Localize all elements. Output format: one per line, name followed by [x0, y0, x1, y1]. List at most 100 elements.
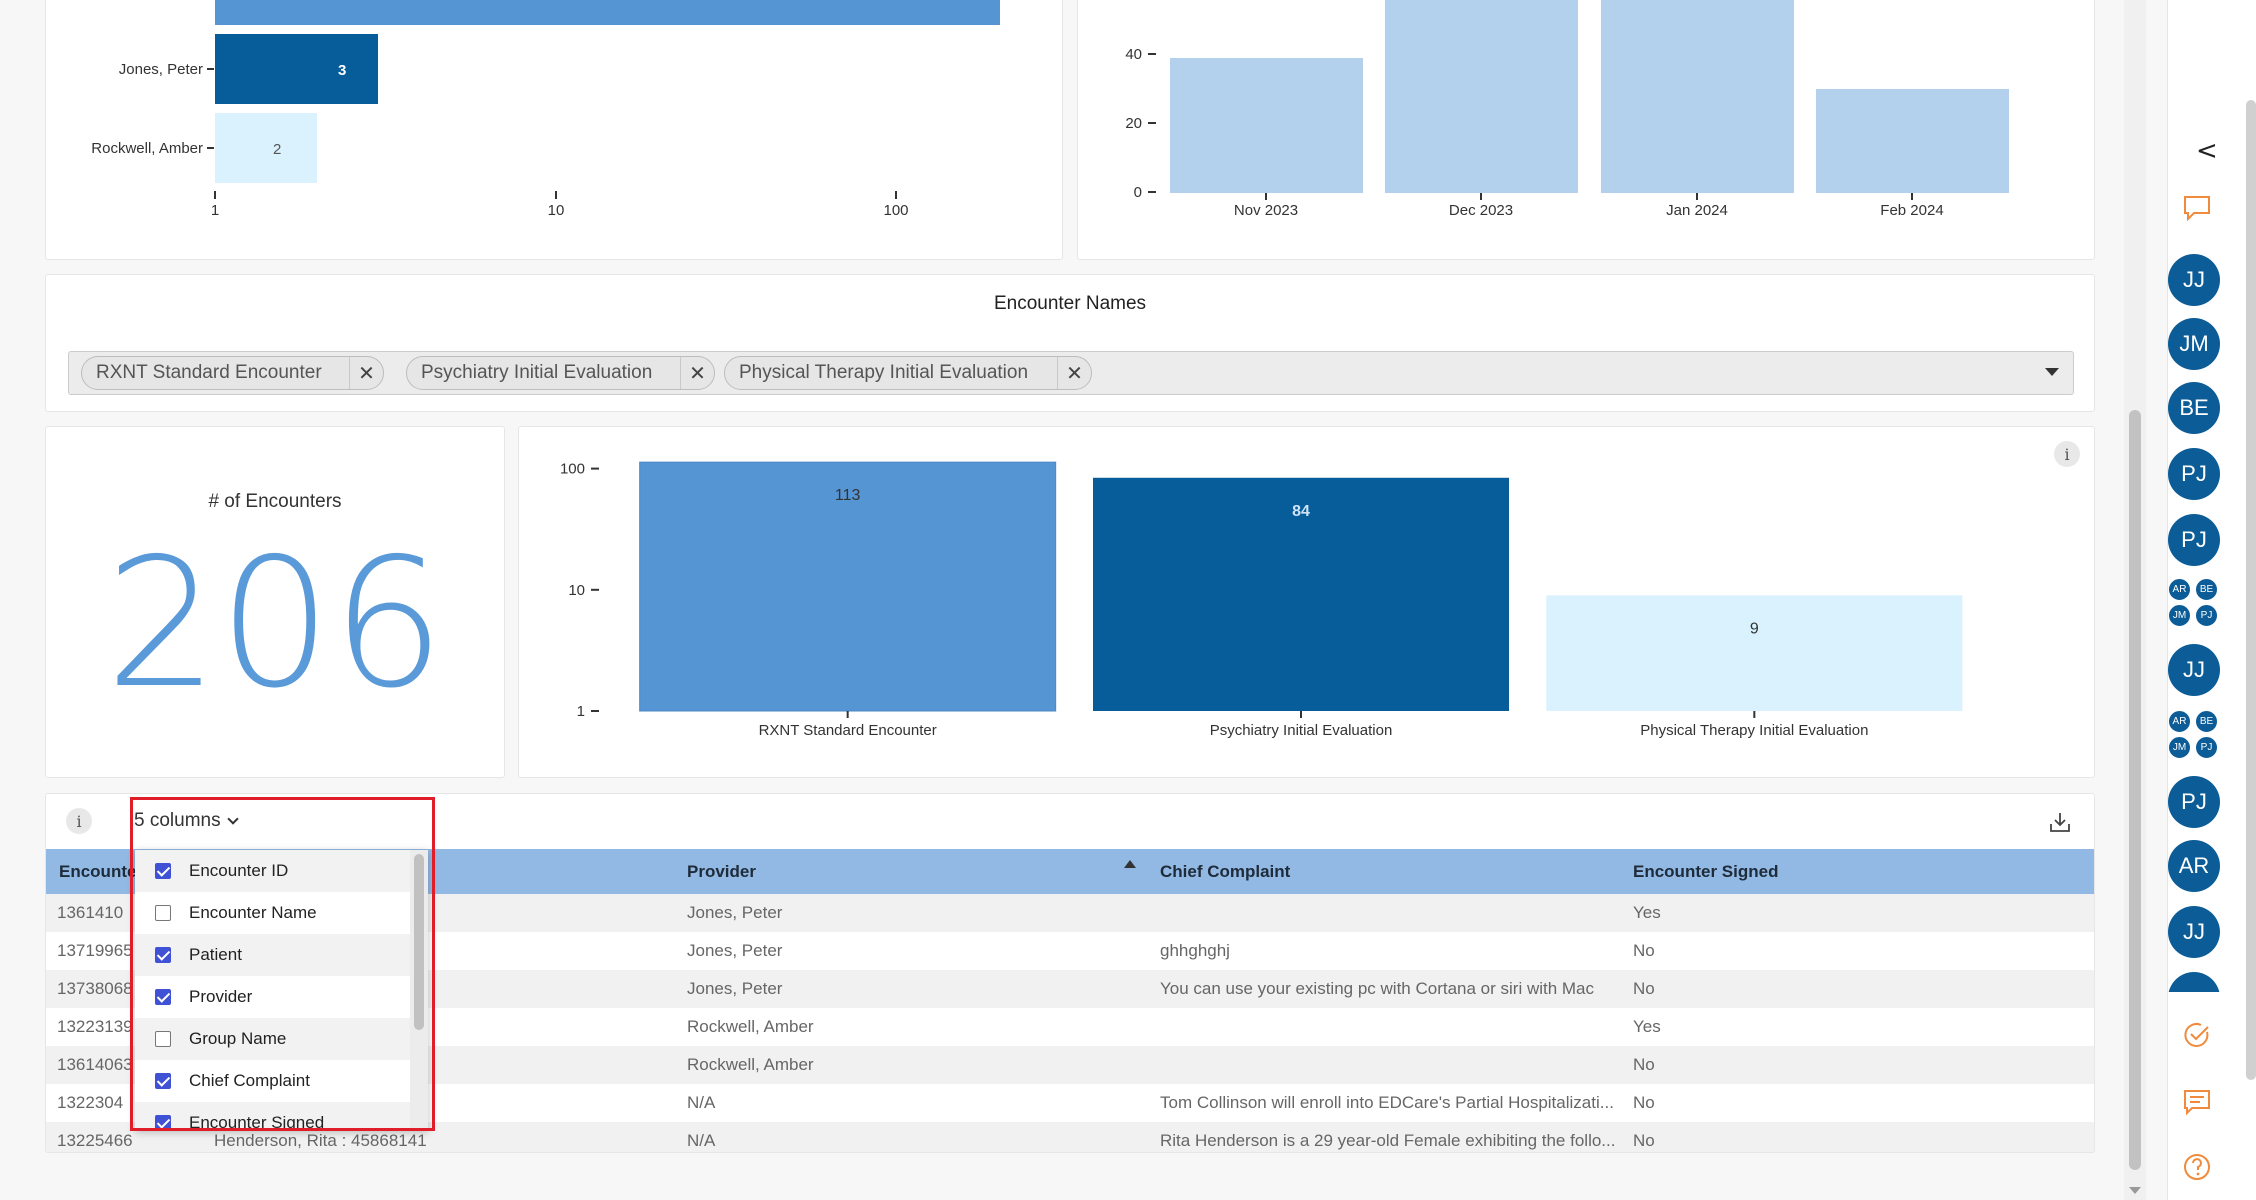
- cell-encounter-signed: No: [1633, 979, 1655, 998]
- cell-chief-complaint: [1160, 894, 1620, 932]
- cell-encounter-id: 1361410: [57, 903, 124, 922]
- encounter-type-chart-card: i 1 10 100 113 RXNT Standard Encounter 84 Psyc…: [518, 426, 2095, 778]
- check-circle-icon[interactable]: [2182, 1020, 2212, 1050]
- checkbox-checked-icon[interactable]: [155, 863, 171, 879]
- encounter-bar-1[interactable]: [1093, 477, 1509, 711]
- chip-psychiatry-initial-evaluation: Psychiatry Initial Evaluation ✕: [406, 356, 715, 390]
- month-y-tick-20: 20: [1125, 115, 1142, 132]
- sort-asc-icon[interactable]: [1124, 860, 1136, 868]
- provider-label-2: Rockwell, Amber: [91, 140, 203, 157]
- header-provider[interactable]: Provider: [687, 862, 756, 881]
- cell-provider: Rockwell, Amber: [687, 1055, 814, 1074]
- avatar[interactable]: BE: [2168, 382, 2220, 434]
- provider-bar-1[interactable]: [215, 34, 378, 104]
- month-bar-1[interactable]: [1385, 0, 1578, 193]
- group-avatar[interactable]: AR BE JM PJ: [2168, 578, 2222, 628]
- chip-remove-icon[interactable]: ✕: [1057, 357, 1091, 389]
- download-icon[interactable]: [2048, 810, 2072, 834]
- mini-avatar: JM: [2168, 604, 2191, 627]
- chat-bubble-icon[interactable]: [2182, 193, 2212, 223]
- message-icon[interactable]: [2182, 1087, 2212, 1117]
- avatar[interactable]: JJ: [2168, 906, 2220, 958]
- column-option-label: Patient: [189, 945, 242, 964]
- encounter-names-select[interactable]: RXNT Standard Encounter ✕ Psychiatry Ini…: [68, 351, 2074, 395]
- mini-avatar: AR: [2168, 578, 2191, 601]
- columns-toggle-button[interactable]: 5 columns: [134, 810, 239, 832]
- page-scrollbar[interactable]: [2124, 0, 2146, 1200]
- cell-encounter-id: 13614063: [57, 1055, 133, 1074]
- column-menu-scroll-thumb[interactable]: [414, 854, 424, 1030]
- sidebar-scrollbar[interactable]: [2246, 100, 2256, 1080]
- column-menu-scrollbar[interactable]: [410, 850, 428, 1130]
- scroll-down-arrow-icon[interactable]: [2129, 1187, 2141, 1194]
- cell-chief-complaint: [1160, 1008, 1620, 1046]
- checkbox-unchecked-icon[interactable]: [155, 1031, 171, 1047]
- monthly-bar-chart-svg: 40 20 0 Nov 2023 Dec 2023 Jan 2024 Feb 2…: [1125, 0, 2009, 219]
- checkbox-checked-icon[interactable]: [155, 1073, 171, 1089]
- avatar[interactable]: JJ: [2168, 254, 2220, 306]
- encounter-names-title: Encounter Names: [993, 293, 1147, 314]
- column-option-label: Encounter ID: [189, 861, 289, 880]
- chip-remove-icon[interactable]: ✕: [349, 357, 383, 389]
- column-option-chief-complaint[interactable]: Chief Complaint: [135, 1060, 410, 1102]
- month-x-tick-3: Feb 2024: [1880, 202, 1943, 219]
- mini-avatar: PJ: [2195, 736, 2218, 759]
- encounter-bar-2[interactable]: [1546, 595, 1963, 711]
- provider-x-tick-0: 1: [211, 202, 219, 219]
- info-icon[interactable]: i: [66, 808, 92, 834]
- cell-encounter-signed: No: [1633, 1055, 1655, 1074]
- avatar[interactable]: JJ: [2168, 644, 2220, 696]
- x-tick-label-0: RXNT Standard Encounter: [759, 722, 937, 739]
- month-bar-0[interactable]: [1170, 58, 1363, 193]
- dropdown-arrow-icon[interactable]: [2045, 368, 2059, 376]
- help-icon[interactable]: [2182, 1152, 2212, 1182]
- encounter-type-chart-svg: 1 10 100 113 RXNT Standard Encounter 84 Psychi…: [560, 461, 1963, 739]
- group-avatar[interactable]: AR BE JM PJ: [2168, 710, 2222, 760]
- encounter-bar-value-2: 9: [1750, 620, 1759, 637]
- avatar[interactable]: JM: [2168, 318, 2220, 370]
- cell-encounter-signed: No: [1633, 1131, 1655, 1150]
- avatar[interactable]: PJ: [2168, 448, 2220, 500]
- month-bar-2[interactable]: [1601, 0, 1794, 193]
- header-chief-complaint[interactable]: Chief Complaint: [1160, 862, 1291, 881]
- avatar[interactable]: [2168, 972, 2220, 992]
- chip-remove-icon[interactable]: ✕: [680, 357, 714, 389]
- encounter-names-filter: Encounter Names RXNT Standard Encounter …: [45, 274, 2095, 412]
- y-tick-label-0: 1: [577, 703, 585, 720]
- encounter-bar-0[interactable]: [639, 461, 1057, 712]
- checkbox-checked-icon[interactable]: [155, 989, 171, 1005]
- cell-chief-complaint: [1160, 1046, 1620, 1084]
- column-option-encounter-id[interactable]: Encounter ID: [135, 850, 410, 892]
- column-option-patient[interactable]: Patient: [135, 934, 410, 976]
- column-option-encounter-signed[interactable]: Encounter Signed: [135, 1102, 410, 1130]
- column-option-group-name[interactable]: Group Name: [135, 1018, 410, 1060]
- collapse-chevron-icon[interactable]: <: [2196, 136, 2218, 166]
- header-encounter-signed[interactable]: Encounter Signed: [1633, 862, 1779, 881]
- info-icon[interactable]: i: [2054, 441, 2080, 467]
- avatar[interactable]: PJ: [2168, 776, 2220, 828]
- encounter-bar-value-0: 113: [835, 487, 861, 504]
- column-option-label: Provider: [189, 987, 253, 1006]
- header-encounter-id[interactable]: Encounter ID: [59, 862, 139, 881]
- mini-avatar: BE: [2195, 578, 2218, 601]
- cell-encounter-signed: No: [1633, 1093, 1655, 1112]
- page-scroll-thumb[interactable]: [2129, 410, 2141, 1170]
- cell-chief-complaint: Tom Collinson will enroll into EDCare's …: [1160, 1093, 1614, 1112]
- column-option-encounter-name[interactable]: Encounter Name: [135, 892, 410, 934]
- x-tick-label-1: Psychiatry Initial Evaluation: [1210, 722, 1393, 739]
- month-bar-3[interactable]: [1816, 89, 2009, 193]
- checkbox-checked-icon[interactable]: [155, 947, 171, 963]
- provider-bar-2[interactable]: [215, 113, 317, 183]
- column-option-provider[interactable]: Provider: [135, 976, 410, 1018]
- provider-bar-value-2: 2: [273, 141, 281, 158]
- avatar[interactable]: PJ: [2168, 514, 2220, 566]
- monthly-encounters-chart: 40 20 0 Nov 2023 Dec 2023 Jan 2024 Feb 2…: [1077, 0, 2095, 260]
- cell-provider: Jones, Peter: [687, 979, 783, 998]
- avatar-list: JJ JM BE PJ PJ AR BE JM PJ JJ AR BE JM P…: [2168, 252, 2248, 992]
- checkbox-checked-icon[interactable]: [155, 1115, 171, 1130]
- provider-bar-0[interactable]: [215, 0, 1000, 25]
- avatar[interactable]: AR: [2168, 840, 2220, 892]
- checkbox-unchecked-icon[interactable]: [155, 905, 171, 921]
- y-tick-label-1: 10: [568, 582, 585, 599]
- column-option-label: Encounter Name: [189, 903, 317, 922]
